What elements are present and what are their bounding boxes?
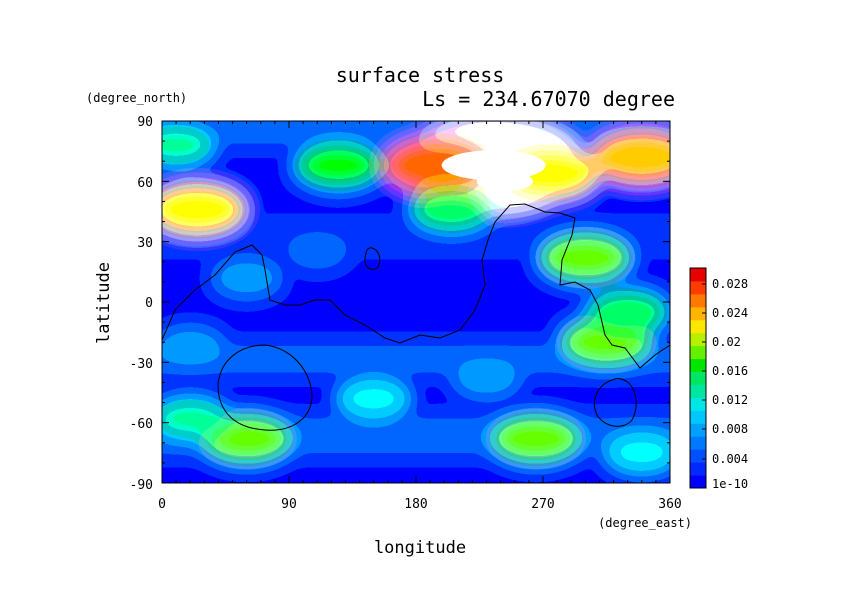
colorbar-label: 0.008 xyxy=(712,422,748,436)
coastline-contour xyxy=(162,203,670,369)
colorbar-band xyxy=(690,384,706,398)
colorbar-label: 0.016 xyxy=(712,364,748,378)
stress-feature-mark xyxy=(591,130,670,185)
colorbar-band xyxy=(690,397,706,411)
colorbar-band xyxy=(690,462,706,476)
x-tick-label: 0 xyxy=(158,497,166,512)
colorbar-band xyxy=(690,449,706,463)
y-tick-label: 90 xyxy=(137,115,153,130)
y-axis-label: latitude xyxy=(94,262,114,344)
x-axis-label: longitude xyxy=(374,538,466,558)
x-tick-label: 270 xyxy=(531,497,554,512)
stress-feature-mark xyxy=(214,260,279,295)
stress-feature-mark xyxy=(607,434,670,472)
colorbar-band xyxy=(690,345,706,360)
x-tick-label: 90 xyxy=(281,497,297,512)
colorbar: 0.028 0.024 0.02 0.016 0.012 0.008 0.004… xyxy=(689,267,748,491)
colorbar-label: 0.02 xyxy=(712,335,741,349)
colorbar-label: 0.004 xyxy=(712,452,748,466)
stress-feature-mark xyxy=(162,183,246,236)
stress-maximum-mark xyxy=(441,150,546,181)
colorbar-band xyxy=(690,475,706,489)
x-unit-label: (degree_east) xyxy=(598,516,692,530)
stress-feature-mark xyxy=(490,414,582,463)
y-tick-label: -90 xyxy=(130,478,153,493)
axis-ticks xyxy=(161,120,671,484)
region-contour-southeast xyxy=(593,378,637,427)
colorbar-band xyxy=(690,423,706,437)
stress-feature-mark xyxy=(540,233,631,282)
colorbar-band xyxy=(690,358,706,373)
colorbar-label: 1e-10 xyxy=(712,477,748,491)
y-tick-label: -60 xyxy=(130,417,153,432)
stress-feature-mark xyxy=(454,361,519,396)
colorbar-band xyxy=(690,280,706,295)
stress-maximum-mark xyxy=(476,171,533,192)
x-tick-label: 360 xyxy=(658,497,681,512)
stress-feature-mark xyxy=(162,329,223,364)
stress-feature-mark xyxy=(411,188,492,231)
colorbar-band xyxy=(690,371,706,385)
colorbar-band xyxy=(690,436,706,450)
stress-feature-mark xyxy=(339,380,409,417)
stress-feature-mark xyxy=(162,125,214,165)
colorbar-label: 0.028 xyxy=(712,277,748,291)
y-tick-label: 0 xyxy=(145,296,153,311)
colorbar-band xyxy=(690,268,706,282)
colorbar-band xyxy=(690,332,706,347)
stress-feature-mark xyxy=(587,290,668,334)
stress-feature-mark xyxy=(162,398,228,439)
stress-feature-mark xyxy=(288,236,347,268)
colorbar-label: 0.024 xyxy=(712,306,748,320)
region-contour-small xyxy=(364,247,381,270)
y-tick-label: 30 xyxy=(137,236,153,251)
colorbar-band xyxy=(690,410,706,424)
colorbar-band xyxy=(690,293,706,308)
x-tick-label: 180 xyxy=(404,497,427,512)
stress-feature-mark xyxy=(383,136,491,194)
stress-feature-mark xyxy=(295,142,381,188)
region-contour-west xyxy=(217,344,313,431)
chart-title: surface stress xyxy=(336,63,505,87)
colorbar-band xyxy=(690,306,706,321)
y-tick-label: 60 xyxy=(137,176,153,191)
y-tick-label: -30 xyxy=(130,357,153,372)
heatmap-plot-area xyxy=(162,121,670,483)
colorbar-frame xyxy=(689,267,707,489)
colorbar-label: 0.012 xyxy=(712,393,748,407)
colorbar-band xyxy=(690,319,706,334)
chart-subtitle: Ls = 234.67070 degree xyxy=(422,87,675,111)
y-unit-label: (degree_north) xyxy=(86,91,187,105)
